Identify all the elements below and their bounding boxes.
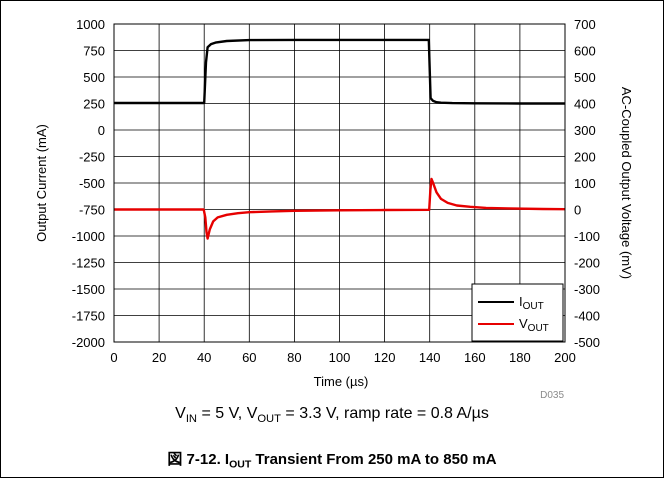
x-tick-label: 160 (464, 350, 486, 365)
legend-box (471, 283, 564, 342)
y-tick-label: -1750 (72, 309, 105, 324)
y2-tick-label: 400 (574, 97, 596, 112)
y-tick-label: -1000 (72, 229, 105, 244)
cond-v1: V (175, 405, 186, 422)
cond-end: = 3.3 V, ramp rate = 0.8 A/µs (280, 405, 489, 422)
test-conditions: VIN = 5 V, VOUT = 3.3 V, ramp rate = 0.8… (0, 405, 664, 425)
y2-tick-label: 300 (574, 123, 596, 138)
x-axis-title: Time (µs) (314, 374, 369, 389)
legend-iout-sub: OUT (523, 301, 544, 312)
plot-series (114, 38, 566, 240)
series-line-vout (114, 177, 566, 240)
x-tick-label: 40 (197, 350, 211, 365)
y2-tick-labels: 700 600 500 400 300 200 100 0 -100 -200 -300 -400 -5… (574, 17, 600, 350)
figure-caption: 図 7-12. IOUT Transient From 250 mA to 85… (0, 448, 664, 471)
x-tick-label: 180 (509, 350, 531, 365)
y-tick-label: -750 (79, 203, 105, 218)
series-line-iout (114, 38, 565, 105)
cond-out-sub: OUT (257, 412, 281, 425)
y-tick-label: 500 (83, 70, 105, 85)
y-tick-label: -1250 (72, 256, 105, 271)
y-tick-labels: 1000 750 500 250 0 -250 -500 -750 -1000 -1250 -150… (72, 17, 105, 350)
y-tick-label: 250 (83, 97, 105, 112)
y2-tick-label: 200 (574, 150, 596, 165)
plot-area-frame (113, 23, 566, 343)
x-tick-labels: 0 20 40 60 80 100 120 140 160 180 200 (110, 350, 575, 365)
figure-id: D035 (540, 390, 564, 401)
caption-sub: OUT (229, 458, 252, 471)
y-tick-label: -500 (79, 176, 105, 191)
x-tick-label: 0 (110, 350, 117, 365)
x-tick-label: 60 (242, 350, 256, 365)
y2-tick-label: -200 (574, 256, 600, 271)
y-tick-label: 0 (98, 123, 105, 138)
x-tick-label: 20 (152, 350, 166, 365)
y2-tick-label: 600 (574, 44, 596, 59)
y2-axis-title: AC-Coupled Output Voltage (mV) (619, 87, 634, 279)
cond-in-sub: IN (185, 412, 198, 425)
y2-tick-label: -100 (574, 229, 600, 244)
y2-tick-label: -400 (574, 309, 600, 324)
y-tick-label: 750 (83, 44, 105, 59)
caption-post: Transient From 250 mA to 850 mA (251, 451, 497, 468)
cond-mid: = 5 V, V (197, 405, 258, 422)
y-tick-label: -250 (79, 150, 105, 165)
y-tick-label: 1000 (76, 17, 105, 32)
y2-tick-label: 100 (574, 176, 596, 191)
caption-pre: 図 7-12. I (167, 451, 230, 468)
x-tick-label: 80 (287, 350, 301, 365)
y2-tick-label: -500 (574, 335, 600, 350)
y2-tick-label: 0 (574, 203, 581, 218)
y-axis-title: Output Current (mA) (34, 124, 49, 242)
y2-tick-label: -300 (574, 282, 600, 297)
y-tick-label: -1500 (72, 282, 105, 297)
x-tick-label: 120 (374, 350, 396, 365)
legend-label-vout: VOUT (519, 316, 549, 334)
legend-label-iout: IOUT (519, 294, 544, 312)
legend-vout-main: V (519, 316, 528, 331)
legend: IOUT VOUT (471, 283, 564, 342)
legend-vout-sub: OUT (528, 323, 549, 334)
x-tick-label: 140 (419, 350, 441, 365)
y-tick-label: -2000 (72, 335, 105, 350)
x-tick-label: 100 (329, 350, 351, 365)
y2-tick-label: 700 (574, 17, 596, 32)
legend-iout-main: I (519, 294, 523, 309)
y2-tick-label: 500 (574, 70, 596, 85)
x-tick-label: 200 (554, 350, 576, 365)
